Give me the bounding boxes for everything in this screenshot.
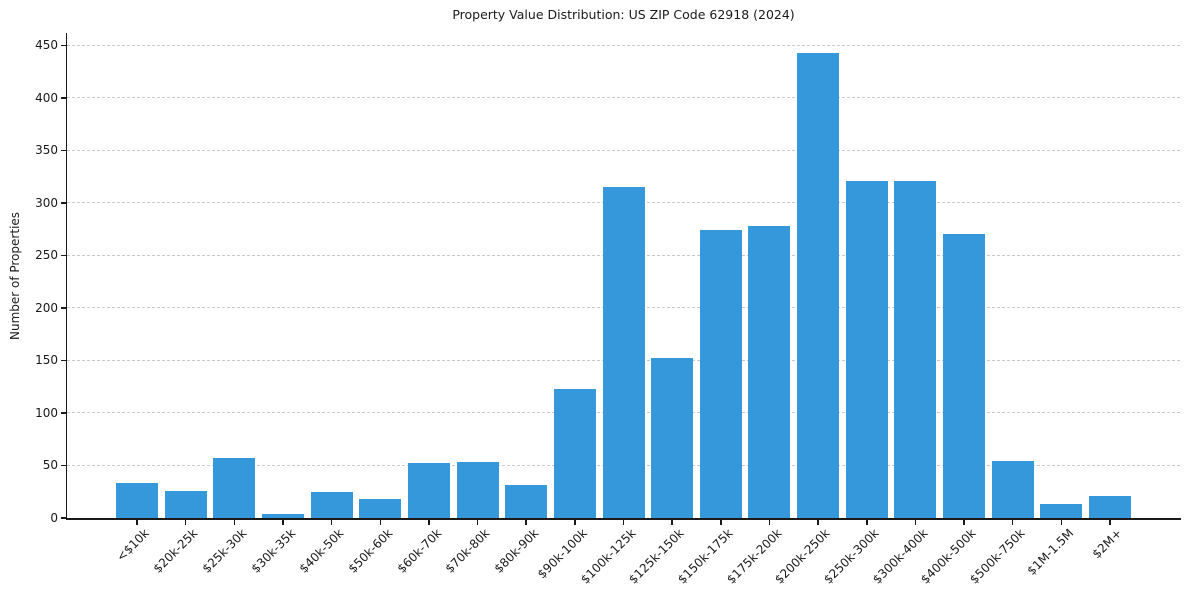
x-tick-mark bbox=[622, 520, 625, 525]
x-tick-mark bbox=[720, 520, 722, 525]
bar bbox=[1089, 495, 1131, 518]
y-axis-line bbox=[65, 33, 67, 520]
x-tick-label: $70k-80k bbox=[442, 526, 493, 576]
bar bbox=[553, 388, 596, 518]
bar bbox=[505, 485, 548, 518]
x-tick-mark bbox=[671, 520, 673, 525]
x-tick-label: $20k-25k bbox=[150, 526, 201, 576]
y-tick-label: 100 bbox=[35, 405, 58, 420]
y-tick-label: 200 bbox=[35, 300, 58, 315]
x-tick-mark bbox=[1060, 520, 1063, 525]
x-axis-line bbox=[65, 518, 1181, 520]
x-tick-label: $80k-90k bbox=[491, 526, 542, 576]
x-tick-mark bbox=[379, 520, 381, 525]
x-tick-label: <$10k bbox=[113, 526, 152, 565]
bar bbox=[602, 187, 645, 518]
y-tick-mark bbox=[60, 149, 66, 152]
y-tick-mark bbox=[60, 97, 66, 99]
y-tick-mark bbox=[60, 44, 66, 47]
y-tick-mark bbox=[60, 464, 66, 467]
bar bbox=[845, 181, 888, 518]
y-tick-label: 50 bbox=[42, 458, 58, 473]
x-tick-mark bbox=[1109, 520, 1111, 525]
y-tick-mark bbox=[60, 254, 66, 257]
x-tick-label: $2M+ bbox=[1089, 526, 1125, 562]
gridline bbox=[67, 149, 1180, 151]
x-tick-mark bbox=[476, 520, 479, 525]
y-tick-mark bbox=[60, 202, 66, 204]
gridline bbox=[67, 97, 1180, 99]
bar bbox=[943, 233, 986, 518]
x-tick-mark bbox=[428, 520, 430, 525]
x-tick-mark bbox=[330, 520, 333, 525]
bar bbox=[407, 463, 450, 518]
bar bbox=[991, 461, 1034, 518]
y-tick-label: 300 bbox=[35, 195, 58, 210]
x-tick-mark bbox=[525, 520, 527, 525]
y-tick-label: 350 bbox=[35, 143, 58, 158]
bar bbox=[894, 181, 937, 518]
y-tick-mark bbox=[60, 412, 66, 414]
bar bbox=[699, 230, 742, 518]
x-tick-label: $1M-1.5M bbox=[1024, 526, 1077, 578]
y-tick-label: 250 bbox=[35, 248, 58, 263]
x-tick-label: $50k-60k bbox=[345, 526, 396, 576]
gridline bbox=[67, 44, 1180, 46]
x-tick-mark bbox=[914, 520, 917, 525]
x-tick-label: $30k-35k bbox=[248, 526, 298, 576]
chart-title: Property Value Distribution: US ZIP Code… bbox=[452, 7, 795, 22]
plot-area bbox=[67, 33, 1180, 518]
bar bbox=[116, 483, 158, 518]
bar bbox=[310, 491, 353, 518]
x-tick-label: $60k-70k bbox=[394, 526, 444, 576]
y-tick-mark bbox=[60, 307, 66, 309]
x-tick-mark bbox=[963, 520, 965, 525]
x-tick-mark bbox=[282, 520, 284, 525]
x-tick-label: $40k-50k bbox=[296, 526, 347, 576]
bar bbox=[261, 513, 304, 518]
x-tick-mark bbox=[866, 520, 868, 525]
x-tick-labels: <$10k $20k-25k $25k-30k $30k-35k $40k-50k $50… bbox=[67, 524, 1180, 587]
x-tick-mark bbox=[233, 520, 236, 525]
x-tick-mark bbox=[817, 520, 819, 525]
y-tick-mark bbox=[60, 517, 66, 519]
bar bbox=[456, 462, 499, 518]
y-tick-label: 0 bbox=[50, 510, 58, 525]
bar bbox=[164, 490, 207, 518]
x-tick-mark bbox=[574, 520, 576, 525]
x-tick-mark bbox=[1011, 520, 1014, 525]
x-tick-label: $25k-30k bbox=[199, 526, 250, 576]
bar bbox=[797, 52, 840, 518]
y-tick-mark bbox=[60, 359, 66, 362]
bar bbox=[651, 358, 694, 518]
x-tick-mark bbox=[184, 520, 187, 525]
x-tick-mark bbox=[768, 520, 771, 525]
bar bbox=[1040, 504, 1083, 518]
bar bbox=[748, 226, 791, 518]
y-tick-label: 150 bbox=[35, 353, 58, 368]
bar bbox=[359, 499, 402, 518]
x-tick-mark bbox=[136, 520, 138, 525]
y-tick-label: 450 bbox=[35, 38, 58, 53]
y-tick-label: 400 bbox=[35, 90, 58, 105]
bar bbox=[213, 458, 256, 518]
y-tick-labels: 0 50 100 150 200 250 300 350 400 450 bbox=[0, 33, 58, 524]
